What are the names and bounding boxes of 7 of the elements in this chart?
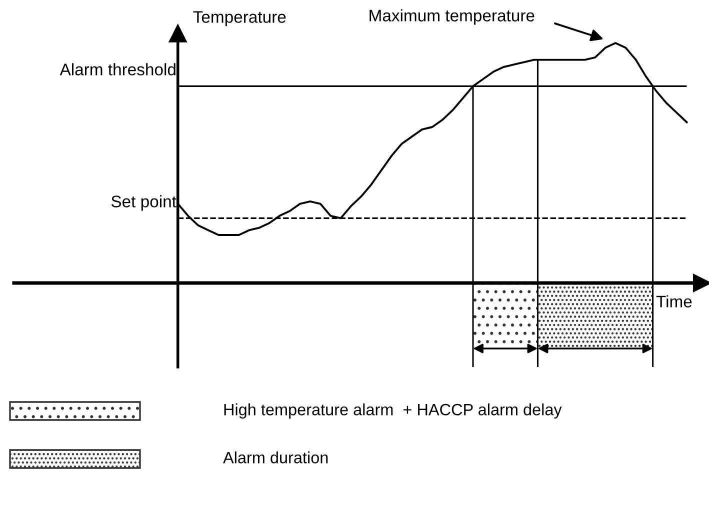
text: High temperature alarm + HACCP alarm delay: [224, 403, 562, 419]
ref-line-label: Set point: [111, 195, 176, 211]
x-axis-title: Time: [656, 295, 692, 308]
ref-line-label: Alarm threshold: [60, 63, 176, 76]
text: Maximum temperature: [370, 9, 534, 25]
text: Alarm duration: [223, 451, 328, 464]
y-axis-title: Temperature: [193, 11, 286, 26]
